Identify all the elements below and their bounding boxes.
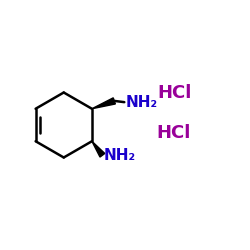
Polygon shape — [92, 141, 105, 157]
Text: NH₂: NH₂ — [126, 95, 158, 110]
Text: NH₂: NH₂ — [104, 148, 136, 163]
Text: HCl: HCl — [156, 124, 191, 142]
Polygon shape — [92, 98, 116, 109]
Text: HCl: HCl — [158, 84, 192, 102]
